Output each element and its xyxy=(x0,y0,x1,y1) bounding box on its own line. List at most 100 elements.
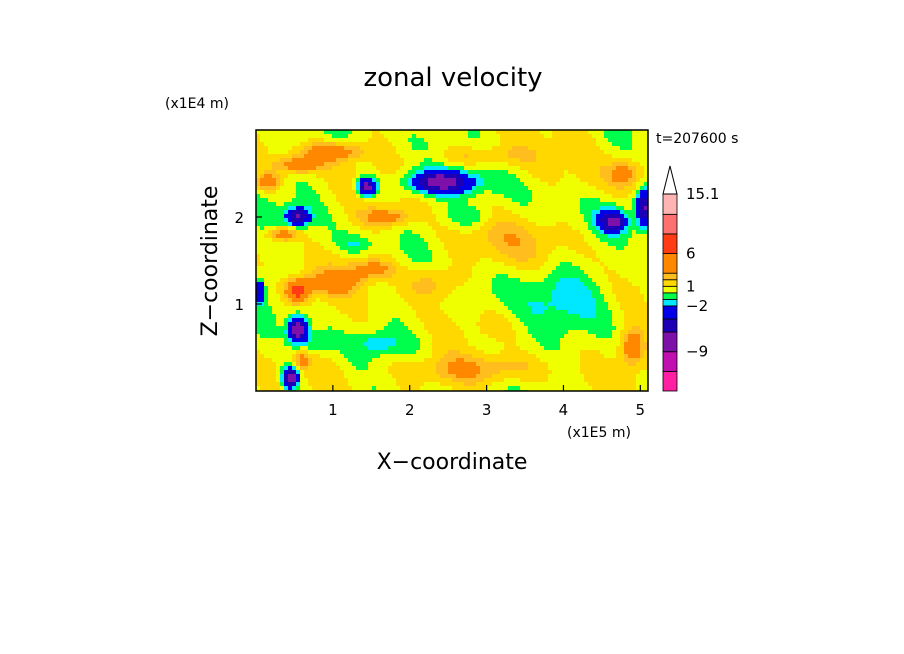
heatmap-cell xyxy=(416,286,420,290)
heatmap-cell xyxy=(400,234,404,238)
heatmap-cell xyxy=(440,318,444,322)
heatmap-cell xyxy=(464,186,468,190)
heatmap-cell xyxy=(520,130,524,134)
heatmap-cell xyxy=(592,206,596,210)
heatmap-cell xyxy=(596,326,600,330)
heatmap-cell xyxy=(532,146,536,150)
heatmap-cell xyxy=(336,190,340,194)
heatmap-cell xyxy=(368,138,372,142)
heatmap-cell xyxy=(532,218,536,222)
heatmap-cell xyxy=(344,190,348,194)
heatmap-cell xyxy=(288,166,292,170)
heatmap-cell xyxy=(348,178,352,182)
heatmap-cell xyxy=(328,194,332,198)
heatmap-cell xyxy=(516,286,520,290)
heatmap-cell xyxy=(568,310,572,314)
heatmap-cell xyxy=(476,222,480,226)
heatmap-cell xyxy=(528,250,532,254)
heatmap-cell xyxy=(456,218,460,222)
heatmap-cell xyxy=(316,170,320,174)
heatmap-cell xyxy=(396,250,400,254)
heatmap-cell xyxy=(448,206,452,210)
heatmap-cell xyxy=(360,282,364,286)
heatmap-cell xyxy=(412,262,416,266)
heatmap-cell xyxy=(488,286,492,290)
heatmap-cell xyxy=(360,238,364,242)
heatmap-cell xyxy=(580,322,584,326)
heatmap-cell xyxy=(552,162,556,166)
heatmap-cell xyxy=(288,202,292,206)
heatmap-cell xyxy=(308,230,312,234)
heatmap-cell xyxy=(396,230,400,234)
heatmap-cell xyxy=(596,242,600,246)
heatmap-cell xyxy=(580,210,584,214)
heatmap-cell xyxy=(548,202,552,206)
heatmap-cell xyxy=(452,298,456,302)
heatmap-cell xyxy=(300,258,304,262)
heatmap-cell xyxy=(592,218,596,222)
heatmap-cell xyxy=(496,230,500,234)
heatmap-cell xyxy=(388,306,392,310)
heatmap-cell xyxy=(372,158,376,162)
heatmap-cell xyxy=(336,154,340,158)
heatmap-cell xyxy=(468,206,472,210)
heatmap-cell xyxy=(360,158,364,162)
heatmap-cell xyxy=(576,262,580,266)
heatmap-cell xyxy=(560,130,564,134)
heatmap-cell xyxy=(412,146,416,150)
heatmap-cell xyxy=(256,222,260,226)
heatmap-cell xyxy=(396,258,400,262)
heatmap-cell xyxy=(408,230,412,234)
heatmap-cell xyxy=(596,166,600,170)
heatmap-cell xyxy=(368,130,372,134)
heatmap-cell xyxy=(268,246,272,250)
heatmap-cell xyxy=(556,150,560,154)
heatmap-cell xyxy=(568,202,572,206)
heatmap-cell xyxy=(640,270,644,274)
heatmap-cell xyxy=(364,170,368,174)
heatmap-cell xyxy=(584,142,588,146)
heatmap-cell xyxy=(388,146,392,150)
heatmap-cell xyxy=(544,222,548,226)
heatmap-cell xyxy=(456,190,460,194)
heatmap-cell xyxy=(584,190,588,194)
heatmap-cell xyxy=(520,326,524,330)
heatmap-cell xyxy=(468,306,472,310)
heatmap-cell xyxy=(424,318,428,322)
heatmap-cell xyxy=(636,286,640,290)
heatmap-cell xyxy=(308,262,312,266)
heatmap-cell xyxy=(544,174,548,178)
heatmap-cell xyxy=(396,222,400,226)
heatmap-cell xyxy=(572,222,576,226)
heatmap-cell xyxy=(524,146,528,150)
heatmap-cell xyxy=(476,154,480,158)
heatmap-cell xyxy=(444,178,448,182)
heatmap-cell xyxy=(524,198,528,202)
heatmap-cell xyxy=(308,186,312,190)
heatmap-cell xyxy=(420,294,424,298)
heatmap-cell xyxy=(336,226,340,230)
heatmap-cell xyxy=(628,318,632,322)
heatmap-cell xyxy=(360,314,364,318)
heatmap-cell xyxy=(408,274,412,278)
heatmap-cell xyxy=(616,190,620,194)
heatmap-cell xyxy=(548,306,552,310)
heatmap-cell xyxy=(500,330,504,334)
heatmap-cell xyxy=(592,238,596,242)
heatmap-cell xyxy=(272,154,276,158)
heatmap-cell xyxy=(404,314,408,318)
heatmap-cell xyxy=(452,318,456,322)
heatmap-cell xyxy=(316,162,320,166)
heatmap-cell xyxy=(488,262,492,266)
heatmap-cell xyxy=(488,182,492,186)
heatmap-cell xyxy=(428,170,432,174)
heatmap-cell xyxy=(536,194,540,198)
heatmap-cell xyxy=(560,218,564,222)
heatmap-cell xyxy=(404,318,408,322)
heatmap-cell xyxy=(516,326,520,330)
heatmap-cell xyxy=(296,270,300,274)
heatmap-cell xyxy=(528,134,532,138)
heatmap-cell xyxy=(424,170,428,174)
heatmap-cell xyxy=(408,194,412,198)
heatmap-cell xyxy=(512,210,516,214)
